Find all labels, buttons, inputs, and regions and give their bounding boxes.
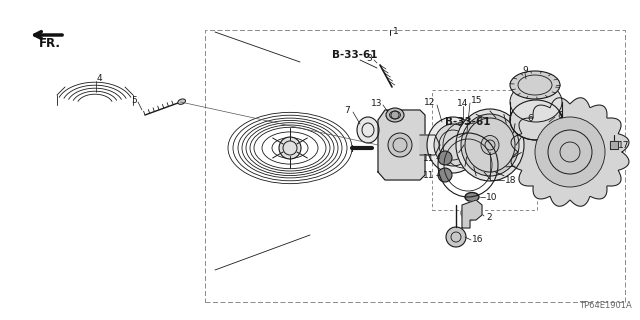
Text: 11: 11 (422, 154, 434, 163)
Text: 2: 2 (486, 212, 492, 221)
Ellipse shape (279, 137, 301, 159)
Ellipse shape (456, 109, 524, 181)
Circle shape (516, 112, 528, 124)
Ellipse shape (510, 100, 562, 140)
Ellipse shape (427, 117, 479, 173)
Polygon shape (462, 200, 482, 228)
Circle shape (388, 133, 412, 157)
Text: 5: 5 (131, 95, 137, 105)
Text: 4: 4 (97, 74, 102, 83)
Polygon shape (511, 98, 629, 206)
Text: 14: 14 (458, 99, 468, 108)
Polygon shape (378, 110, 425, 180)
Text: 15: 15 (471, 95, 483, 105)
Ellipse shape (434, 124, 472, 166)
Text: 7: 7 (344, 106, 350, 115)
Text: 18: 18 (505, 175, 516, 185)
Text: B-33-61: B-33-61 (332, 50, 378, 60)
Text: 9: 9 (522, 66, 528, 75)
Text: 6: 6 (527, 114, 532, 123)
Text: 10: 10 (486, 193, 497, 202)
Polygon shape (610, 141, 618, 149)
Ellipse shape (510, 71, 560, 99)
Polygon shape (420, 135, 440, 155)
Ellipse shape (510, 82, 562, 122)
Text: B-33-61: B-33-61 (445, 117, 490, 127)
Bar (205, 30, 625, 302)
Bar (432, 90, 537, 210)
Circle shape (446, 227, 466, 247)
Ellipse shape (178, 99, 186, 104)
Text: 1: 1 (393, 27, 399, 36)
Circle shape (438, 151, 452, 165)
Circle shape (461, 205, 477, 221)
Circle shape (438, 168, 452, 182)
Ellipse shape (386, 108, 404, 122)
Text: 3: 3 (366, 53, 372, 62)
Text: 8: 8 (557, 110, 563, 119)
Ellipse shape (390, 111, 401, 119)
Text: 11: 11 (422, 171, 434, 180)
Text: 17: 17 (618, 140, 630, 149)
Text: 13: 13 (371, 99, 382, 108)
Text: TP64E1901A: TP64E1901A (579, 301, 632, 310)
Circle shape (535, 117, 605, 187)
Ellipse shape (461, 114, 519, 176)
Text: FR.: FR. (39, 36, 61, 50)
Text: 16: 16 (472, 236, 483, 244)
Text: 12: 12 (424, 98, 435, 107)
Ellipse shape (357, 117, 379, 143)
Ellipse shape (481, 135, 499, 155)
Ellipse shape (465, 193, 479, 202)
